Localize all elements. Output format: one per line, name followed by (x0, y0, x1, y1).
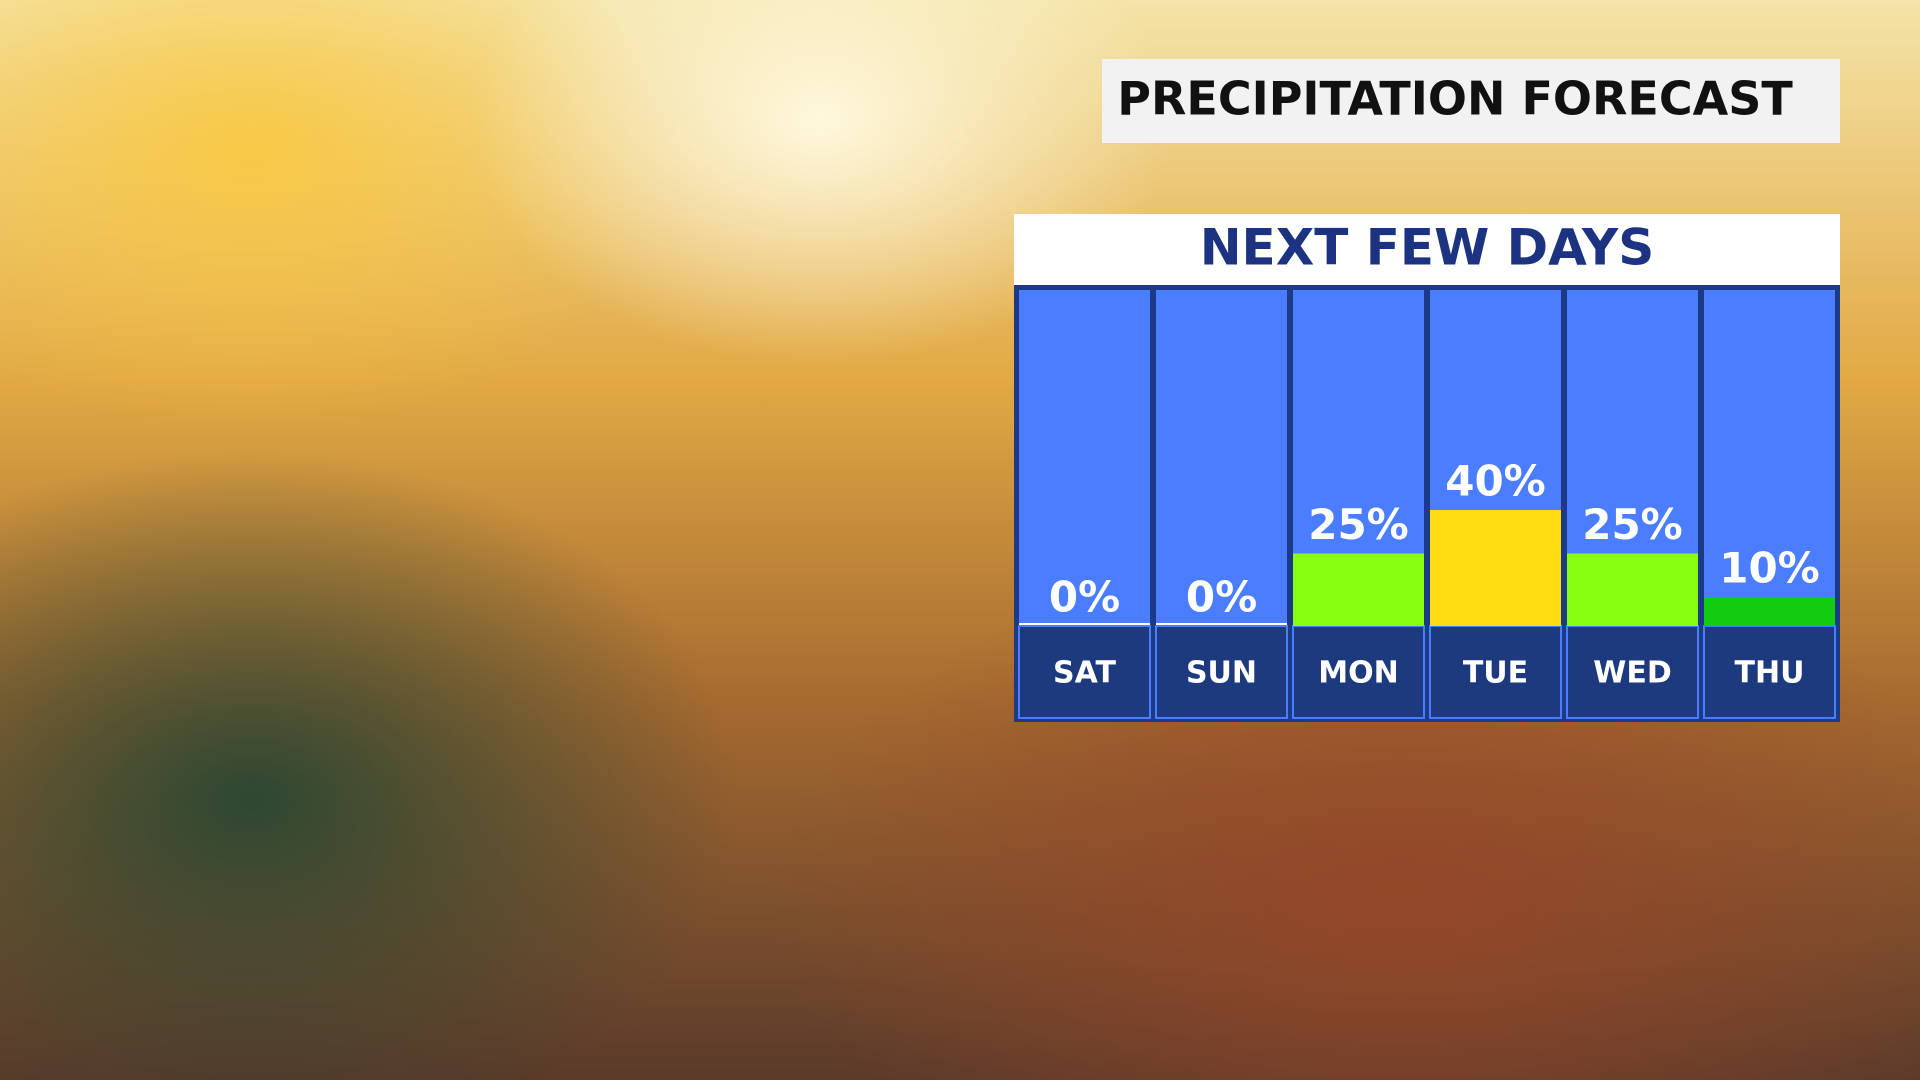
bar (1430, 510, 1561, 626)
x-tick-label: SUN (1186, 656, 1257, 691)
day-cell (1018, 625, 1151, 719)
day-cell (1703, 625, 1836, 719)
baseline (1156, 623, 1287, 626)
x-tick-label: SAT (1053, 656, 1116, 691)
bar (1293, 553, 1424, 626)
column (1156, 290, 1287, 626)
x-tick-label: THU (1735, 656, 1805, 691)
value-label: 10% (1719, 544, 1820, 593)
x-tick-label: WED (1593, 656, 1672, 691)
panel (1014, 214, 1840, 722)
bar (1567, 553, 1698, 626)
chart-subtitle: NEXT FEW DAYS (1200, 219, 1655, 277)
value-label: 0% (1049, 573, 1120, 622)
day-cell (1292, 625, 1425, 719)
day-cell (1429, 625, 1562, 719)
day-cell (1155, 625, 1288, 719)
value-label: 25% (1308, 500, 1409, 549)
x-tick-label: MON (1318, 656, 1398, 691)
column (1019, 290, 1150, 626)
column (1704, 290, 1835, 626)
chart-title: PRECIPITATION FORECAST (1117, 72, 1793, 126)
value-label: 40% (1445, 457, 1546, 506)
x-tick-label: TUE (1463, 656, 1528, 691)
baseline (1019, 623, 1150, 626)
value-label: 0% (1186, 573, 1257, 622)
value-label: 25% (1582, 500, 1683, 549)
bar (1704, 597, 1835, 626)
subtitle-box (1014, 214, 1840, 285)
title-box (1102, 59, 1840, 143)
